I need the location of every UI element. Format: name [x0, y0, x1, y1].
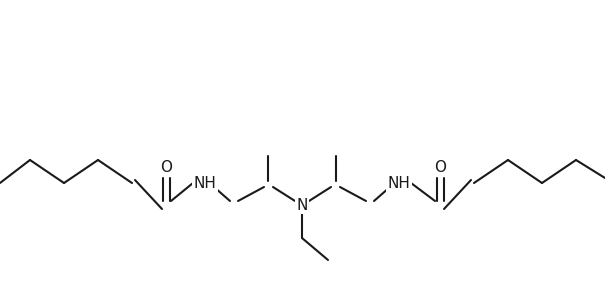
Text: NH: NH [194, 176, 217, 191]
Text: O: O [434, 160, 446, 176]
Text: N: N [296, 197, 308, 212]
Text: NH: NH [388, 176, 410, 191]
Text: O: O [160, 160, 172, 176]
